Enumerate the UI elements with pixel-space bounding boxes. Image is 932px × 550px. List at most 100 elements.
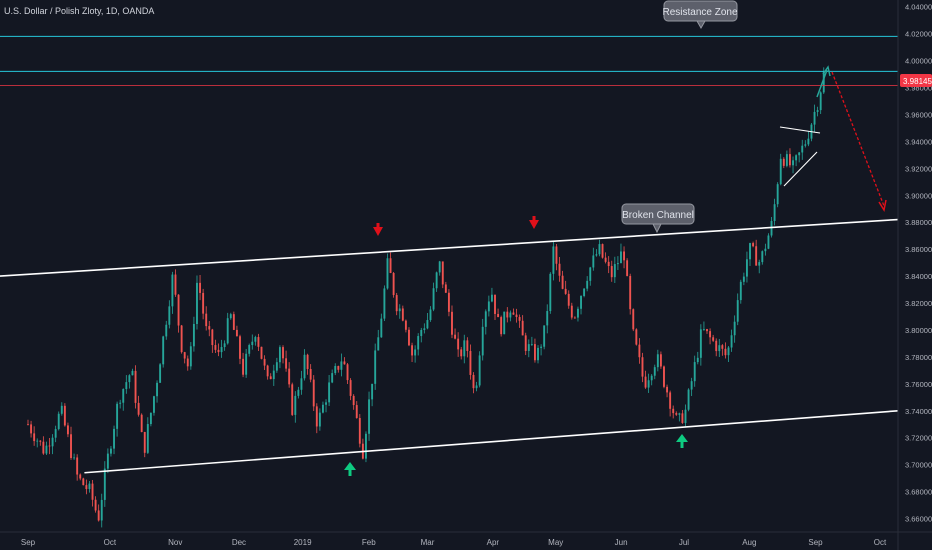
candle-body: [162, 336, 165, 365]
candle-body: [457, 338, 460, 350]
candle-body: [392, 272, 395, 296]
candle-body: [672, 408, 675, 414]
candle-body: [577, 308, 579, 318]
resistance-zone-text: Resistance Zone: [662, 7, 737, 18]
candle-body: [337, 366, 340, 370]
x-tick-label: May: [548, 538, 563, 547]
candle-body: [377, 337, 380, 351]
candle-body: [807, 138, 810, 145]
candle-body: [693, 362, 696, 382]
candle-body: [589, 267, 592, 281]
candle-body: [601, 244, 604, 258]
candle-body: [285, 358, 288, 369]
candle-body: [518, 317, 521, 321]
candle-body: [509, 312, 512, 318]
candle-body: [368, 399, 370, 434]
candle-body: [300, 378, 303, 390]
y-tick-label: 4.04000: [905, 3, 932, 12]
candle-body: [702, 329, 705, 330]
candle-body: [583, 288, 586, 297]
candle-body: [322, 404, 324, 413]
candle-body: [245, 353, 248, 375]
candle-body: [82, 478, 85, 486]
y-tick-label: 3.78000: [905, 353, 932, 362]
candle-body: [291, 384, 294, 415]
candle-body: [460, 349, 463, 357]
candle-body: [389, 258, 392, 273]
candle-body: [540, 346, 543, 348]
broken-channel-label: Broken Channel: [621, 203, 695, 234]
candle-body: [469, 350, 472, 375]
y-tick-label: 3.84000: [905, 272, 932, 281]
candle-body: [45, 445, 48, 454]
candle-body: [607, 261, 610, 267]
candle-body: [570, 305, 573, 318]
candle-body: [690, 381, 693, 390]
x-tick-label: Jun: [615, 538, 628, 547]
candle-body: [180, 325, 183, 353]
candle-body: [39, 440, 42, 442]
x-tick-label: 2019: [294, 538, 312, 547]
candle-body: [616, 263, 619, 265]
candle-body: [211, 329, 214, 346]
candle-body: [678, 413, 681, 415]
candle-body: [315, 406, 318, 427]
drawings: [0, 35, 899, 474]
candle-body: [592, 255, 595, 268]
candle-body: [423, 328, 426, 330]
triangle-upper-line: [779, 126, 821, 134]
candle-body: [174, 274, 177, 295]
candle-body: [758, 262, 761, 266]
candle-body: [530, 344, 533, 345]
y-tick-label: 3.98000: [905, 84, 932, 93]
x-tick-label: Apr: [487, 538, 500, 547]
candle-body: [334, 366, 337, 374]
candle-body: [223, 343, 226, 348]
candle-body: [156, 382, 158, 397]
candle-body: [613, 264, 616, 278]
candle-body: [97, 510, 100, 521]
x-tick-label: Feb: [362, 538, 376, 547]
price-axis[interactable]: 4.04000 4.02000 4.00000 3.98000 3.96000 3.940…: [897, 0, 932, 550]
candle-body: [343, 361, 346, 365]
x-tick-label: Dec: [232, 538, 246, 547]
candle-body: [795, 155, 798, 161]
y-tick-label: 3.74000: [905, 407, 932, 416]
candle-body: [365, 433, 367, 459]
candle-body: [306, 354, 309, 369]
candle-body: [85, 485, 88, 490]
y-tick-label: 3.68000: [905, 488, 932, 497]
candle-body: [386, 258, 389, 289]
candle-body: [432, 288, 435, 310]
candle-body: [595, 254, 598, 256]
candle-body: [57, 413, 60, 430]
candle-body: [358, 417, 361, 444]
candle-body: [91, 483, 94, 500]
candle-body: [76, 457, 79, 475]
candle-body: [404, 320, 407, 330]
candle-body: [331, 373, 334, 383]
candle-body: [546, 311, 549, 326]
candle-body: [294, 395, 297, 415]
candle-body: [626, 260, 629, 276]
candle-body: [27, 424, 29, 426]
candle-body: [79, 474, 82, 479]
candle-body: [63, 405, 66, 426]
candle-body: [208, 326, 211, 330]
candle-body: [183, 352, 186, 359]
candle-body: [773, 204, 776, 221]
candle-body: [475, 385, 478, 389]
candle-body: [116, 403, 119, 429]
candle-body: [813, 111, 816, 125]
candle-body: [88, 483, 91, 490]
candle-body: [632, 309, 635, 330]
candle-body: [48, 445, 51, 447]
candle-body: [36, 440, 39, 442]
time-axis[interactable]: Sep Oct Nov Dec 2019 Feb Mar Apr May Jun Jul Aug Sep…: [0, 531, 932, 547]
candle-body: [128, 375, 131, 383]
candle-body: [527, 344, 530, 351]
candle-body: [70, 434, 72, 458]
triangle-lower-line: [783, 151, 818, 187]
candle-body: [349, 380, 352, 396]
